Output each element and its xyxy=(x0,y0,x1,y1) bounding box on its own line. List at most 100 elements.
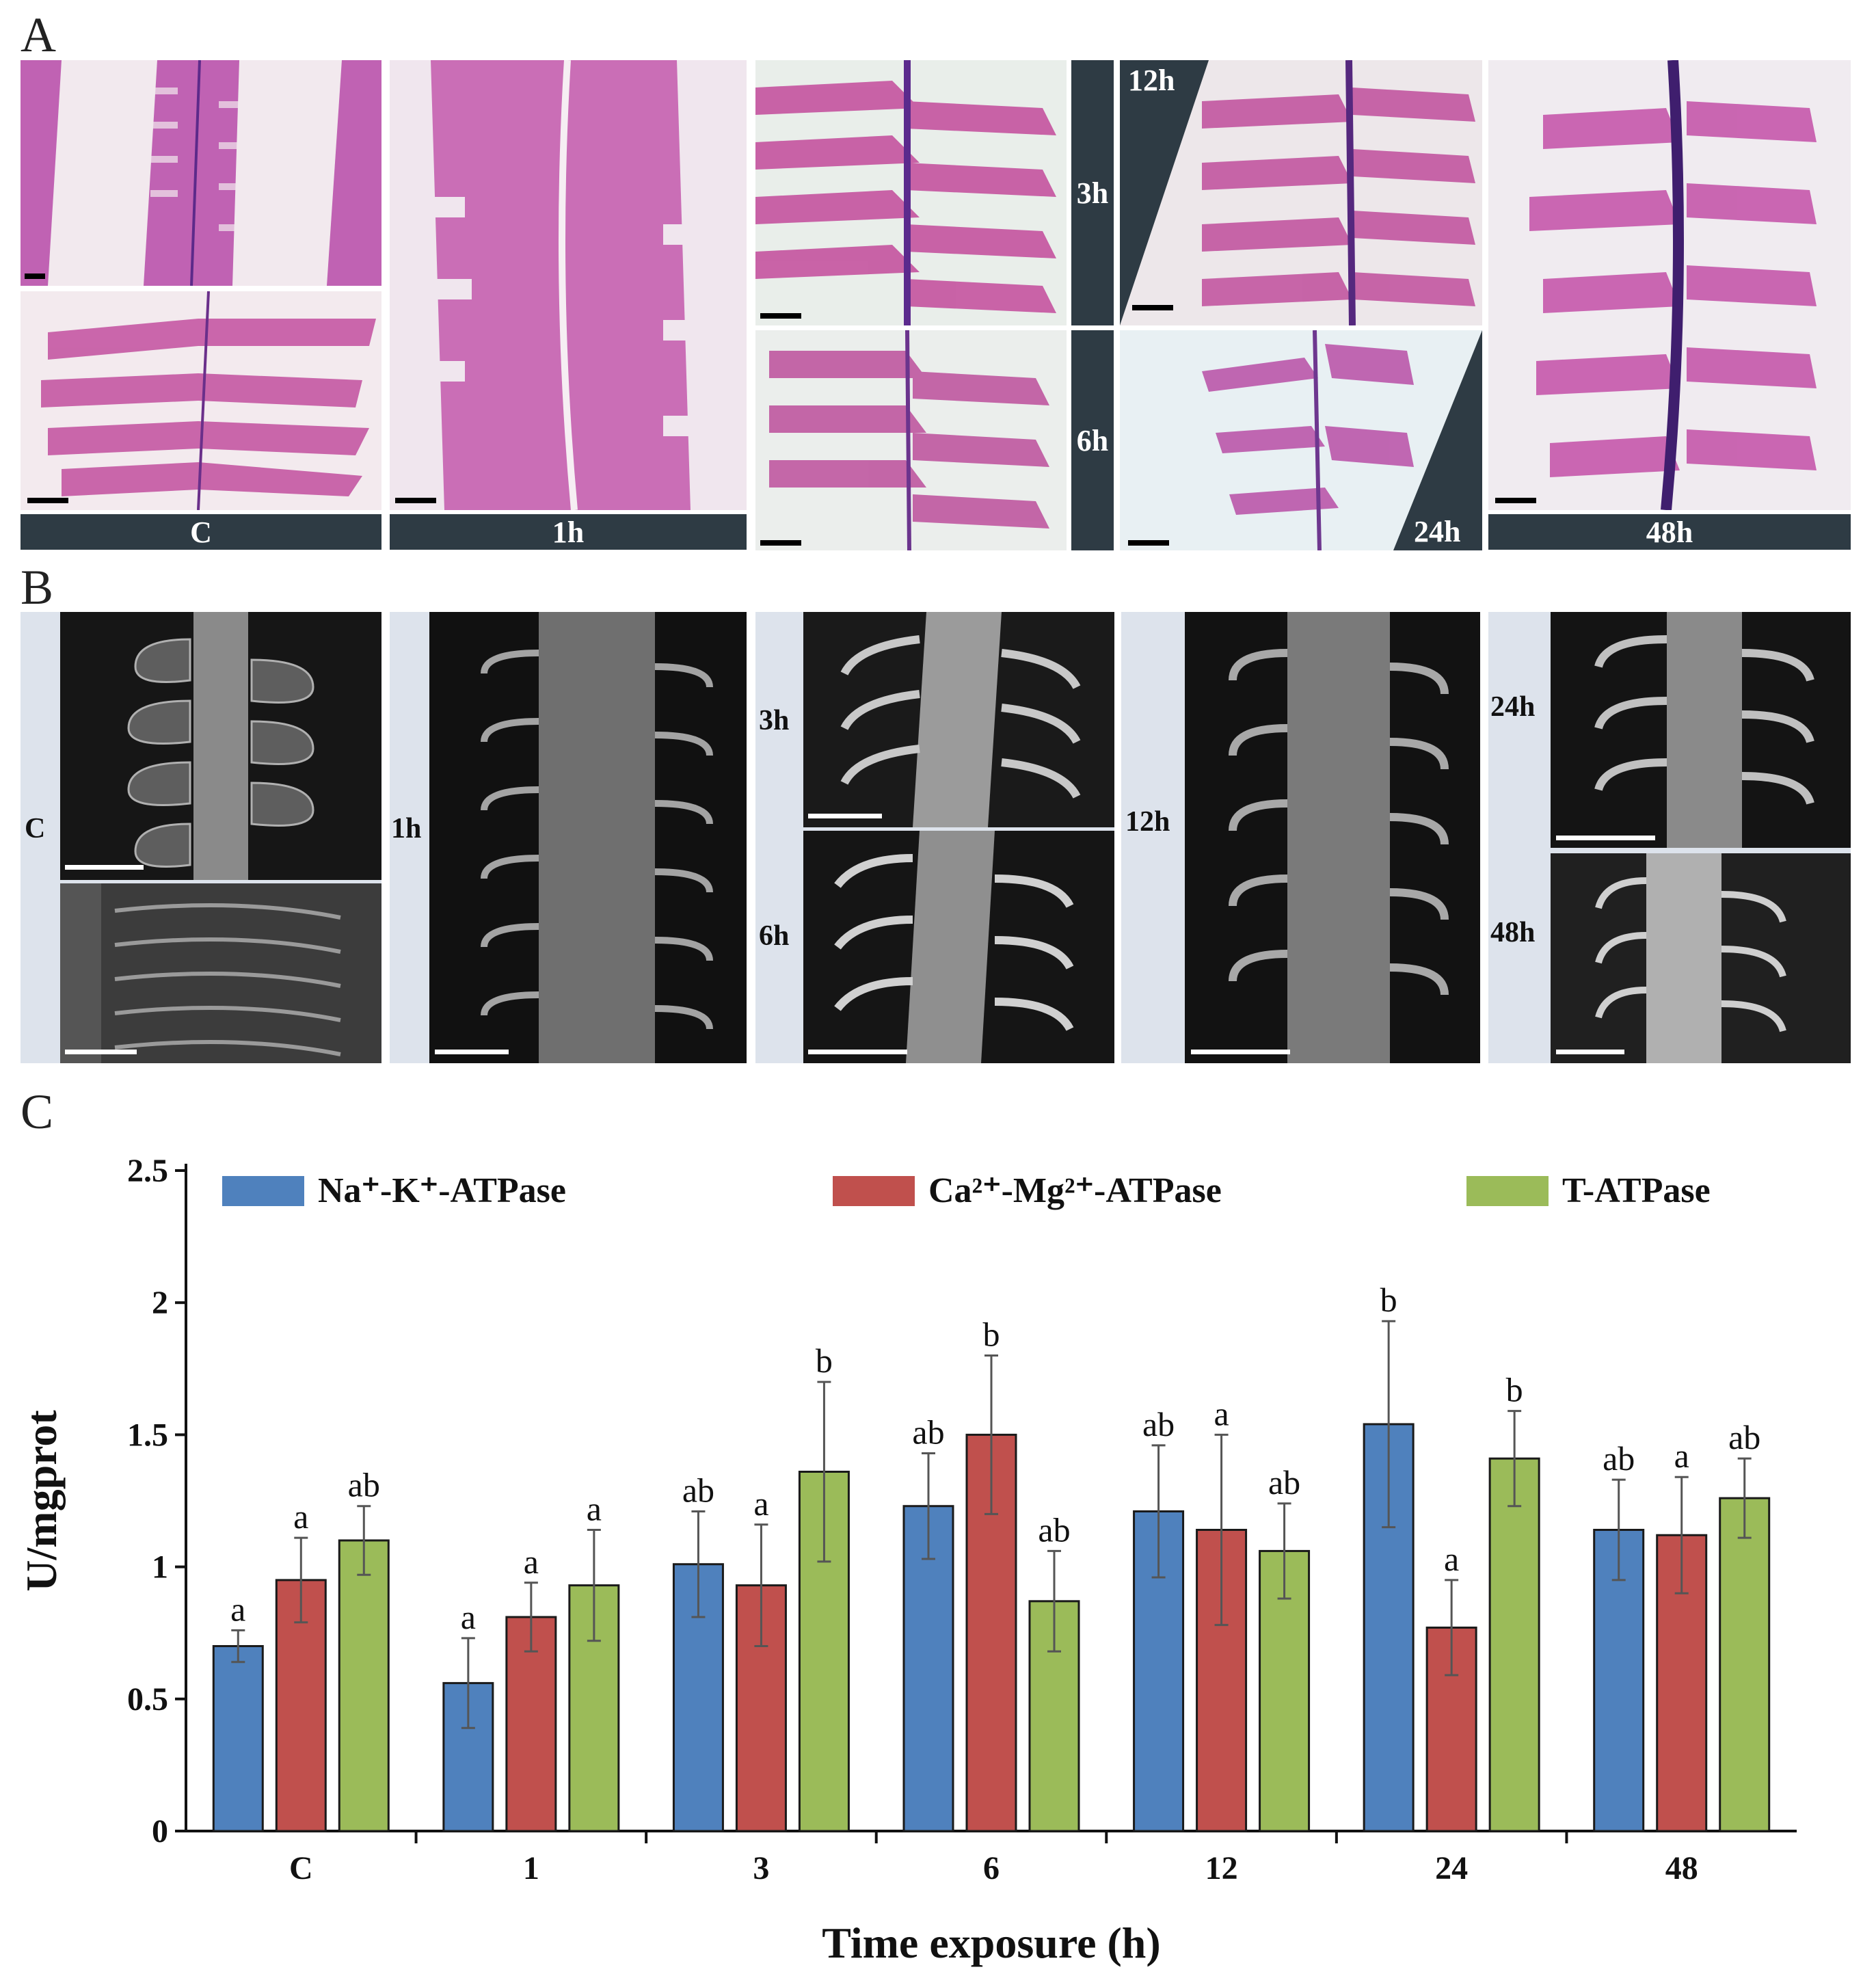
significance-label: ab xyxy=(1728,1418,1760,1456)
x-tick-label: 48 xyxy=(1665,1850,1698,1886)
scale-bar xyxy=(1556,1050,1624,1054)
scale-bar xyxy=(760,540,801,546)
significance-label: ab xyxy=(1268,1463,1300,1501)
scale-bar xyxy=(27,498,68,503)
x-tick-label: 6 xyxy=(983,1850,1000,1886)
y-tick-label: 1 xyxy=(152,1549,168,1586)
scale-bar xyxy=(65,865,144,870)
significance-label: b xyxy=(1506,1371,1523,1409)
panel-b-letter: B xyxy=(21,560,54,615)
legend-swatch xyxy=(1466,1176,1549,1206)
sem-image-24h xyxy=(1551,612,1851,848)
sem-image-48h xyxy=(1551,853,1851,1063)
significance-label: ab xyxy=(1142,1405,1175,1443)
legend-swatch xyxy=(222,1176,304,1206)
histology-image-3h xyxy=(755,60,1067,325)
sem-label-1h: 1h xyxy=(391,813,422,844)
histology-image-24h xyxy=(1120,330,1482,550)
bar xyxy=(1488,1457,1540,1832)
y-axis-title: U/mgprot xyxy=(17,1410,66,1592)
x-tick-label: 24 xyxy=(1435,1850,1468,1886)
x-tick-label: 3 xyxy=(753,1850,769,1886)
sem-label-6h: 6h xyxy=(759,920,790,952)
significance-label: b xyxy=(983,1315,1000,1353)
histology-image-control-bottom xyxy=(21,291,381,510)
histology-image-6h xyxy=(755,330,1067,550)
y-tick-label: 1.5 xyxy=(127,1417,168,1453)
sem-label-3h: 3h xyxy=(759,705,790,736)
scale-bar xyxy=(1495,498,1536,503)
y-tick-label: 2.5 xyxy=(127,1153,168,1189)
scale-bar xyxy=(1556,836,1655,840)
scale-bar xyxy=(65,1050,137,1054)
sem-image-control-top xyxy=(60,612,381,880)
x-axis-title: Time exposure (h) xyxy=(822,1919,1160,1967)
panel-a-letter: A xyxy=(21,8,56,62)
scale-bar xyxy=(395,498,436,503)
sem-image-3h xyxy=(803,612,1114,827)
panel-c-letter: C xyxy=(21,1084,54,1139)
label-24h: 24h xyxy=(1414,515,1461,548)
significance-label: a xyxy=(587,1490,602,1528)
bar xyxy=(212,1645,264,1832)
sem-label-12h: 12h xyxy=(1125,806,1170,838)
significance-label: b xyxy=(1380,1281,1397,1319)
histology-image-control-top xyxy=(21,60,381,286)
significance-label: a xyxy=(1444,1540,1459,1578)
sem-label-48h: 48h xyxy=(1490,917,1536,948)
scale-bar xyxy=(1191,1050,1290,1054)
x-tick-label: C xyxy=(289,1850,313,1886)
sem-image-control-bottom xyxy=(60,883,381,1063)
significance-label: a xyxy=(1214,1394,1229,1432)
scale-bar xyxy=(25,273,45,279)
label-48h: 48h xyxy=(1488,514,1851,550)
histology-image-1h xyxy=(390,60,747,510)
y-tick-label: 2 xyxy=(152,1285,168,1321)
significance-label: ab xyxy=(1038,1510,1070,1549)
sem-label-control: C xyxy=(25,813,46,844)
bar xyxy=(338,1539,390,1832)
scale-bar xyxy=(760,313,801,319)
scale-bar xyxy=(808,1050,907,1054)
significance-label: ab xyxy=(1603,1439,1635,1478)
x-tick-label: 1 xyxy=(523,1850,539,1886)
significance-label: ab xyxy=(682,1471,714,1509)
label-control: C xyxy=(21,514,381,550)
bar xyxy=(1425,1626,1477,1832)
y-tick-label: 0.5 xyxy=(127,1681,168,1718)
legend-label: Na⁺-K⁺-ATPase xyxy=(318,1171,566,1210)
label-6h: 6h xyxy=(1071,330,1114,550)
sem-image-1h xyxy=(429,612,747,1063)
bar xyxy=(275,1579,327,1832)
significance-label: ab xyxy=(348,1466,380,1504)
significance-label: b xyxy=(816,1341,833,1380)
significance-label: a xyxy=(461,1598,476,1636)
legend-label: T-ATPase xyxy=(1562,1171,1711,1210)
significance-label: ab xyxy=(912,1413,944,1451)
bar xyxy=(505,1616,557,1832)
significance-label: a xyxy=(753,1484,768,1523)
significance-label: a xyxy=(230,1590,245,1628)
significance-label: a xyxy=(1674,1437,1689,1475)
scale-bar xyxy=(808,814,882,818)
sem-label-24h: 24h xyxy=(1490,691,1536,723)
scale-bar xyxy=(435,1050,509,1054)
legend-label: Ca²⁺-Mg²⁺-ATPase xyxy=(928,1171,1222,1210)
histology-image-48h xyxy=(1488,60,1851,510)
significance-label: a xyxy=(524,1543,539,1581)
label-12h: 12h xyxy=(1128,64,1175,97)
label-1h: 1h xyxy=(390,514,747,550)
legend-swatch xyxy=(833,1176,915,1206)
y-tick-label: 0 xyxy=(152,1813,168,1850)
scale-bar xyxy=(1132,305,1173,310)
x-tick-label: 12 xyxy=(1205,1850,1238,1886)
sem-image-6h xyxy=(803,831,1114,1063)
scale-bar xyxy=(1128,540,1169,546)
significance-label: a xyxy=(293,1497,308,1536)
histology-image-12h xyxy=(1120,60,1482,325)
bar xyxy=(1719,1497,1771,1832)
label-3h: 3h xyxy=(1071,60,1114,325)
sem-image-12h xyxy=(1185,612,1480,1063)
